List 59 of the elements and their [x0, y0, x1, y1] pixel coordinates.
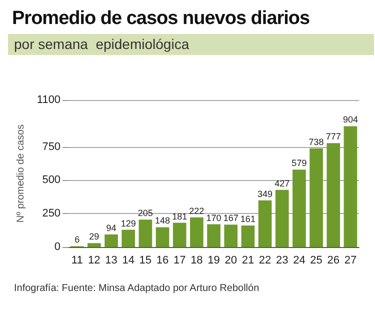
- bar: [310, 148, 323, 247]
- data-label: 205: [138, 208, 153, 218]
- y-tick-label: 1100: [36, 94, 61, 106]
- x-tick-label: 24: [293, 254, 306, 266]
- data-label: 170: [206, 212, 222, 223]
- x-tick-label: 21: [242, 254, 254, 266]
- x-tick-label: 11: [71, 254, 83, 266]
- bar: [122, 230, 136, 247]
- bar: [138, 220, 152, 247]
- bar: [326, 143, 340, 247]
- data-label: 29: [89, 232, 100, 242]
- x-tick-label: 12: [88, 254, 100, 266]
- bar: [156, 227, 170, 247]
- y-tick-label: 750: [42, 140, 61, 153]
- data-label: 167: [223, 213, 238, 224]
- x-tick-label: 19: [208, 254, 220, 266]
- x-tick-label: 15: [139, 254, 152, 266]
- bar: [241, 225, 255, 247]
- y-tick-label: 500: [42, 174, 61, 186]
- bar: [104, 234, 118, 247]
- y-tick-label: 0: [54, 241, 61, 253]
- bar: [344, 126, 358, 247]
- data-label: 181: [172, 211, 188, 222]
- data-label: 349: [258, 188, 273, 199]
- x-tick-label: 23: [276, 254, 288, 266]
- bar: [224, 224, 238, 247]
- x-tick-label: 14: [122, 254, 134, 266]
- data-label: 94: [106, 222, 116, 233]
- x-tick-label: 25: [310, 254, 322, 266]
- x-tick-label: 27: [344, 254, 357, 266]
- bar: [88, 243, 101, 247]
- data-label: 148: [155, 216, 170, 226]
- x-tick-label: 18: [190, 254, 203, 266]
- text: Infografía: Fuente: Minsa Adaptado por Arturo Rebollón: [14, 283, 260, 294]
- x-tick-label: 22: [258, 254, 272, 266]
- x-tick-label: 20: [224, 254, 237, 266]
- y-axis-title: Nº promedio de casos: [16, 124, 26, 223]
- data-label: 222: [189, 206, 204, 216]
- y-tick-label: 250: [42, 208, 61, 220]
- data-label: 129: [120, 218, 136, 228]
- x-tick-label: 13: [105, 254, 118, 266]
- data-label: 579: [292, 158, 307, 168]
- bar: [207, 224, 220, 247]
- bar: [258, 200, 272, 247]
- bar: [190, 217, 204, 247]
- data-label: 427: [274, 178, 290, 188]
- data-label: 904: [342, 114, 358, 125]
- data-label: 161: [240, 214, 256, 224]
- bar: [292, 170, 306, 247]
- chart-subtitle: por semana epidemiológica: [8, 34, 374, 55]
- x-tick-label: 26: [327, 254, 340, 266]
- bar: [172, 222, 186, 247]
- x-tick-label: 16: [156, 254, 169, 266]
- bar: [275, 190, 289, 247]
- x-tick-label: 17: [173, 254, 186, 266]
- data-label: 6: [74, 234, 80, 245]
- data-label: 738: [308, 136, 324, 147]
- data-label: 777: [326, 132, 341, 142]
- chart-title: Promedio de casos nuevos diarios: [12, 8, 310, 30]
